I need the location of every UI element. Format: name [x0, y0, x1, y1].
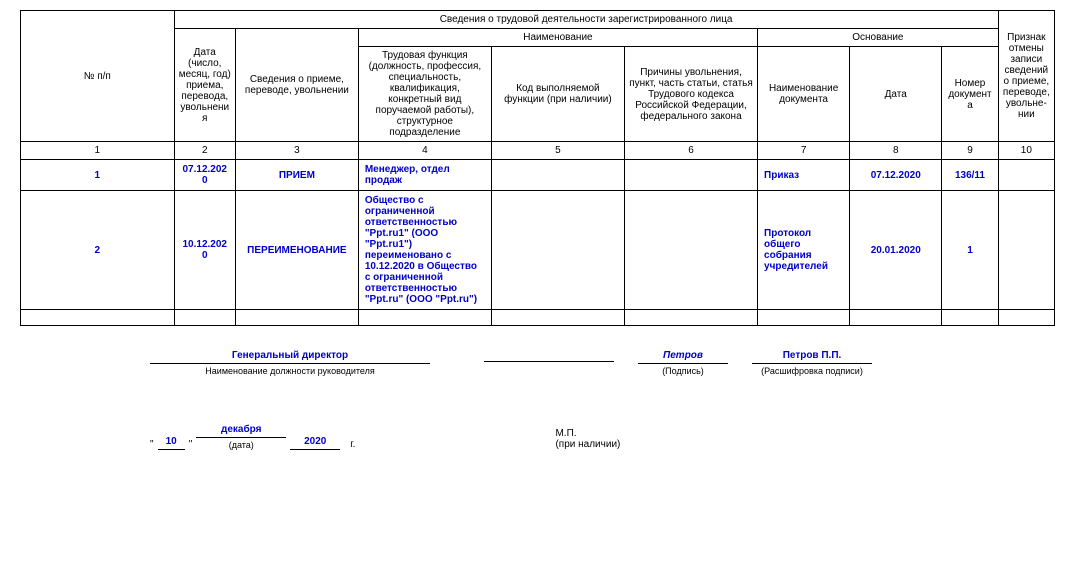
quote-close: " [189, 439, 193, 450]
date-year: 2020 [290, 436, 340, 450]
table-row: 2 10.12.2020 ПЕРЕИМЕНОВАНИЕ Общество с о… [21, 191, 1055, 310]
colnum-10: 10 [998, 142, 1054, 160]
empty-cell [942, 310, 998, 326]
colnum-3: 3 [235, 142, 358, 160]
colnum-7: 7 [758, 142, 850, 160]
date-g: г. [350, 439, 355, 450]
col-np: № п/п [21, 11, 175, 142]
cell-date: 10.12.2020 [174, 191, 235, 310]
col-docnum: Номер документа [942, 47, 998, 142]
cell-docnum: 136/11 [942, 160, 998, 191]
employment-table: № п/п Сведения о трудовой деятельности з… [20, 10, 1055, 326]
cell-code [491, 191, 624, 310]
colnum-9: 9 [942, 142, 998, 160]
cell-docdate: 07.12.2020 [850, 160, 942, 191]
cell-func: Менеджер, отдел продаж [358, 160, 491, 191]
colnum-1: 1 [21, 142, 175, 160]
mp-line2: (при наличии) [555, 439, 620, 450]
colnum-2: 2 [174, 142, 235, 160]
cell-info: ПРИЕМ [235, 160, 358, 191]
footer-row: " 10 " декабря (дата) 2020 г. М.П. (при … [20, 396, 1055, 450]
empty-cell [358, 310, 491, 326]
empty-cell [491, 310, 624, 326]
mp-block: М.П. (при наличии) [555, 428, 620, 450]
cell-n: 2 [21, 191, 175, 310]
position-value: Генеральный директор [226, 350, 354, 363]
cell-reason [624, 191, 757, 310]
empty-cell [624, 310, 757, 326]
colnum-4: 4 [358, 142, 491, 160]
date-block: " 10 " декабря (дата) 2020 г. [150, 424, 355, 450]
cell-date: 07.12.2020 [174, 160, 235, 191]
empty-cell [235, 310, 358, 326]
empty-cell [850, 310, 942, 326]
name-caption: (Расшифровка подписи) [752, 363, 872, 376]
signature-caption: (Подпись) [638, 363, 728, 376]
colnum-5: 5 [491, 142, 624, 160]
colnum-8: 8 [850, 142, 942, 160]
empty-cell [21, 310, 175, 326]
quote-open: " [150, 439, 154, 450]
table-row-empty [21, 310, 1055, 326]
signature-block: Генеральный директор Наименование должно… [20, 350, 1055, 376]
col-docdate: Дата [850, 47, 942, 142]
col-code: Код выполняемой функции (при наличии) [491, 47, 624, 142]
col-func: Трудовая функция (должность, профессия, … [358, 47, 491, 142]
header-osnovanie: Основание [758, 29, 999, 47]
cell-func: Общество с ограниченной ответственностью… [358, 191, 491, 310]
cell-n: 1 [21, 160, 175, 191]
col-docname: Наименование документа [758, 47, 850, 142]
header-naimenovanie: Наименование [358, 29, 757, 47]
header-main: Сведения о трудовой деятельности зарегис… [174, 11, 998, 29]
cell-code [491, 160, 624, 191]
date-caption: (дата) [229, 440, 254, 450]
cell-docnum: 1 [942, 191, 998, 310]
empty-cell [174, 310, 235, 326]
cell-info: ПЕРЕИМЕНОВАНИЕ [235, 191, 358, 310]
col-reason: Причины увольнения, пункт, часть статьи,… [624, 47, 757, 142]
col-date: Дата (число, месяц, год) приема, перевод… [174, 29, 235, 142]
name-value: Петров П.П. [777, 350, 848, 363]
signature-value: Петров [657, 350, 709, 363]
date-month: декабря [196, 424, 286, 438]
cell-docdate: 20.01.2020 [850, 191, 942, 310]
mp-line1: М.П. [555, 428, 620, 439]
cell-docname: Приказ [758, 160, 850, 191]
position-caption: Наименование должности руководителя [150, 363, 430, 376]
colnum-6: 6 [624, 142, 757, 160]
date-day: 10 [158, 436, 185, 450]
col-priznak: Признак отмены записи сведений о приеме,… [998, 11, 1054, 142]
table-row: 1 07.12.2020 ПРИЕМ Менеджер, отдел прода… [21, 160, 1055, 191]
empty-cell [998, 310, 1054, 326]
cell-docname: Протокол общего собрания учредителей [758, 191, 850, 310]
col-info: Сведения о приеме, переводе, увольнении [235, 29, 358, 142]
cell-reason [624, 160, 757, 191]
cell-priznak [998, 191, 1054, 310]
cell-priznak [998, 160, 1054, 191]
empty-cell [758, 310, 850, 326]
